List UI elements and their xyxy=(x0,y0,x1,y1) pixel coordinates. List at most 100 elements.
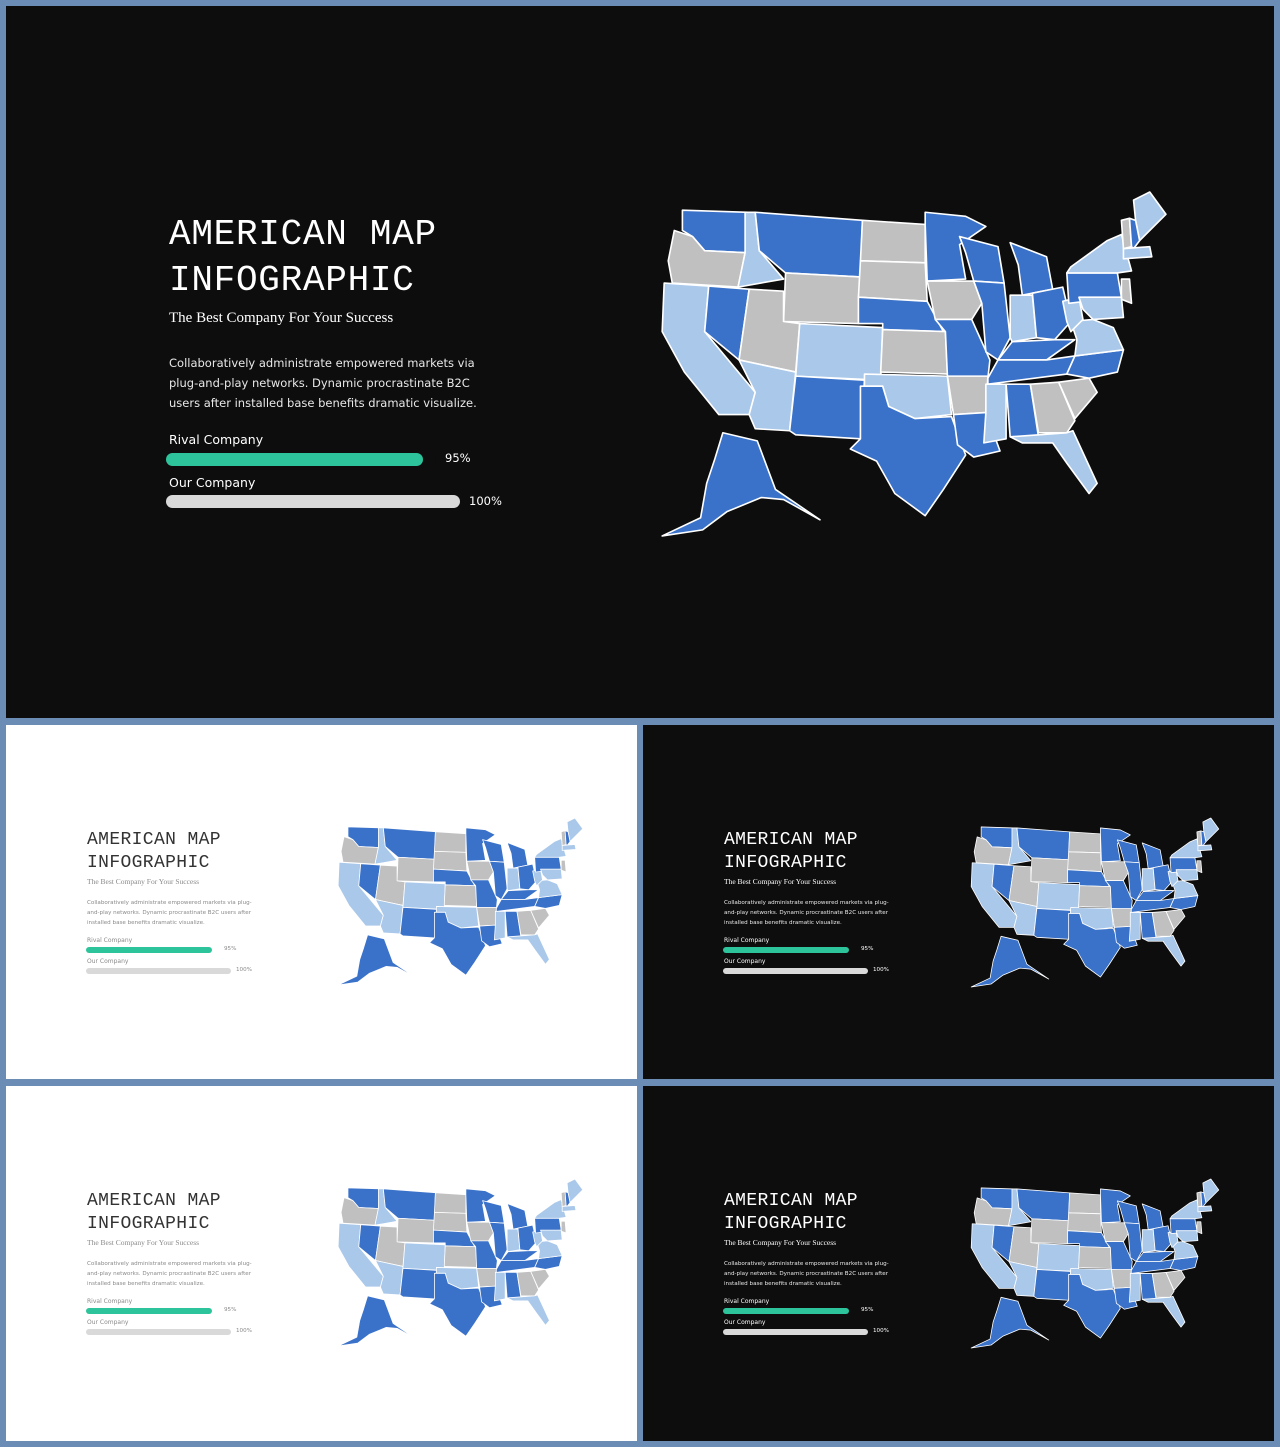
state-ms xyxy=(1128,912,1141,942)
progress-bar-rival xyxy=(86,1308,219,1314)
state-sd xyxy=(1067,851,1102,873)
state-oh xyxy=(517,863,538,891)
state-wi xyxy=(1116,839,1140,864)
state-mi xyxy=(1141,842,1164,870)
state-co xyxy=(402,881,446,910)
state-wy xyxy=(396,1217,435,1244)
slide-title: AMERICAN MAP INFOGRAPHIC xyxy=(169,214,437,301)
slide-thumb-dark-1[interactable]: AMERICAN MAP INFOGRAPHIC The Best Compan… xyxy=(643,725,1274,1079)
slide-thumb-light-2[interactable]: AMERICAN MAP INFOGRAPHIC The Best Compan… xyxy=(6,1086,637,1441)
state-me xyxy=(566,817,584,842)
bar-label-rival: Rival Company xyxy=(724,937,770,944)
state-sd xyxy=(433,851,468,872)
state-ny xyxy=(534,1199,567,1219)
state-nj xyxy=(560,1220,567,1234)
state-me xyxy=(1132,191,1167,242)
state-ms xyxy=(493,910,506,941)
state-va xyxy=(1171,880,1199,899)
state-ma xyxy=(561,844,577,851)
state-mn xyxy=(1100,1188,1131,1224)
state-tn xyxy=(987,355,1076,386)
state-ny xyxy=(1169,838,1203,859)
slide-title: AMERICAN MAP INFOGRAPHIC xyxy=(724,1191,858,1234)
state-sd xyxy=(857,260,929,303)
bar-value-our: 100% xyxy=(873,967,889,973)
state-nj xyxy=(1196,860,1203,874)
bar-value-our: 100% xyxy=(873,1328,889,1334)
state-ak xyxy=(970,1296,1050,1349)
state-mi xyxy=(1009,241,1054,297)
state-tn xyxy=(495,897,539,912)
usa-map xyxy=(958,817,1228,989)
slide-subtitle: The Best Company For Your Success xyxy=(724,877,837,886)
bar-label-our: Our Company xyxy=(169,475,256,490)
state-co xyxy=(1036,1243,1080,1272)
state-ma xyxy=(1122,245,1153,260)
state-nd xyxy=(1068,831,1101,854)
state-va xyxy=(536,879,563,898)
state-ks xyxy=(1078,1246,1112,1269)
state-ks xyxy=(1078,885,1112,908)
bar-value-our: 100% xyxy=(469,494,502,508)
state-co xyxy=(794,322,884,381)
state-sd xyxy=(1067,1212,1102,1234)
state-nj xyxy=(1196,1221,1203,1235)
state-ak xyxy=(337,1295,416,1347)
slide-thumb-light-1[interactable]: AMERICAN MAP INFOGRAPHIC The Best Compan… xyxy=(6,725,637,1079)
state-me xyxy=(1202,1178,1220,1204)
state-nh xyxy=(564,830,571,846)
state-sc xyxy=(1165,1270,1186,1291)
usa-map xyxy=(958,1178,1228,1350)
slide-main[interactable]: AMERICAN MAP INFOGRAPHIC The Best Compan… xyxy=(6,6,1274,718)
state-co xyxy=(402,1242,446,1271)
state-fl xyxy=(506,1294,550,1326)
progress-bar-our xyxy=(723,1329,868,1335)
state-nm xyxy=(788,375,866,440)
state-tn xyxy=(1130,898,1175,913)
slide-thumb-dark-2[interactable]: AMERICAN MAP INFOGRAPHIC The Best Compan… xyxy=(643,1086,1274,1441)
state-nm xyxy=(399,1268,437,1300)
state-nd xyxy=(859,219,926,264)
state-ar xyxy=(476,907,497,927)
state-in xyxy=(1141,868,1156,892)
state-tx xyxy=(849,385,967,517)
bar-label-our: Our Company xyxy=(724,958,766,965)
state-ar xyxy=(476,1268,497,1288)
state-sc xyxy=(530,1268,550,1290)
state-md xyxy=(540,1229,563,1242)
slide-title: AMERICAN MAP INFOGRAPHIC xyxy=(724,830,858,873)
state-oh xyxy=(517,1224,538,1252)
state-nj xyxy=(560,859,567,873)
state-nh xyxy=(1128,217,1141,250)
bar-value-our: 100% xyxy=(236,967,252,973)
state-va xyxy=(536,1240,563,1259)
state-ny xyxy=(1169,1199,1203,1220)
state-ak xyxy=(661,431,821,537)
state-ma xyxy=(1197,844,1213,852)
state-wy xyxy=(1030,1218,1070,1245)
state-tx xyxy=(1063,913,1121,978)
progress-fill-our xyxy=(86,1329,231,1335)
bar-label-rival: Rival Company xyxy=(87,937,133,944)
state-ks xyxy=(879,328,949,375)
state-fl xyxy=(1009,429,1098,495)
state-ak xyxy=(970,935,1050,988)
progress-bar-our xyxy=(86,968,231,974)
state-sc xyxy=(1057,377,1098,420)
bar-label-rival: Rival Company xyxy=(169,432,264,447)
slide-body-text: Collaboratively administrate empowered m… xyxy=(724,1261,889,1287)
state-tx xyxy=(429,1272,486,1337)
state-tx xyxy=(1063,1274,1121,1339)
state-mn xyxy=(465,827,496,862)
state-nh xyxy=(1200,1191,1207,1208)
state-tx xyxy=(429,911,486,976)
state-ny xyxy=(534,838,567,858)
bar-label-rival: Rival Company xyxy=(724,1298,770,1305)
progress-bar-our xyxy=(723,968,868,974)
state-wi xyxy=(958,235,1005,284)
state-wy xyxy=(396,856,435,883)
state-nc xyxy=(534,1255,563,1270)
state-nm xyxy=(399,907,437,939)
state-ms xyxy=(983,383,1007,444)
state-in xyxy=(506,867,521,892)
